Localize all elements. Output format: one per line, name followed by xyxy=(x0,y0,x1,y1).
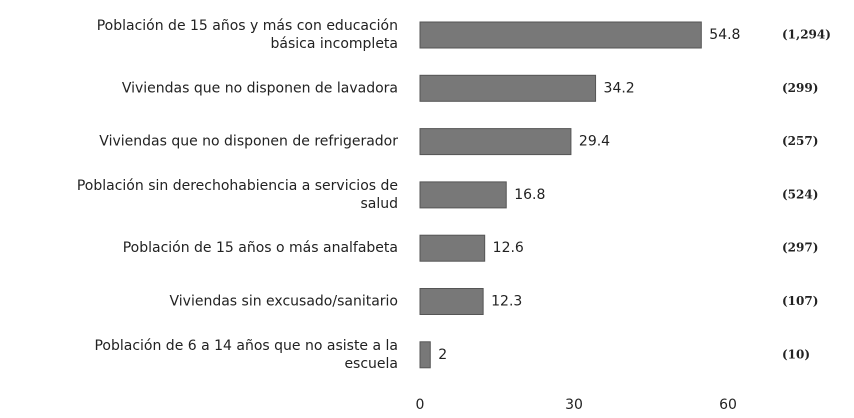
category-label: Población de 15 años y más con educación… xyxy=(97,18,398,52)
value-label: 34.2 xyxy=(604,80,635,96)
category-label: Población de 15 años o más analfabeta xyxy=(123,240,398,256)
category-label: Viviendas que no disponen de refrigerado… xyxy=(99,134,398,150)
count-label: (524) xyxy=(782,187,818,201)
category-line: escuela xyxy=(344,356,398,372)
count-label: (297) xyxy=(782,241,818,255)
x-tick-label: 60 xyxy=(719,397,737,413)
category-line: básica incompleta xyxy=(271,36,399,52)
bar xyxy=(419,181,507,209)
value-label: 2 xyxy=(438,347,447,363)
bar xyxy=(419,21,702,49)
bar xyxy=(419,234,486,262)
value-label: 54.8 xyxy=(709,27,740,43)
category-label: Viviendas sin excusado/sanitario xyxy=(170,294,398,310)
x-tick-label: 0 xyxy=(416,397,425,413)
category-label: Población de 6 a 14 años que no asiste a… xyxy=(94,338,398,372)
category-line: Población de 15 años o más analfabeta xyxy=(123,240,398,256)
value-label: 12.3 xyxy=(491,294,522,310)
x-tick-label: 30 xyxy=(565,397,583,413)
category-line: Viviendas sin excusado/sanitario xyxy=(170,294,398,310)
count-label: (257) xyxy=(782,134,818,148)
category-line: Población de 6 a 14 años que no asiste a… xyxy=(94,338,398,354)
category-line: Población de 15 años y más con educación xyxy=(97,18,398,34)
bar xyxy=(419,288,484,315)
value-label: 12.6 xyxy=(493,240,524,256)
value-label: 16.8 xyxy=(514,187,545,203)
count-label: (299) xyxy=(782,81,818,95)
category-line: Población sin derechohabiencia a servici… xyxy=(77,178,398,194)
category-label: Viviendas que no disponen de lavadora xyxy=(122,80,398,96)
bar xyxy=(419,341,431,369)
count-label: (10) xyxy=(782,347,810,361)
category-line: Viviendas que no disponen de lavadora xyxy=(122,80,398,96)
bar xyxy=(419,74,597,102)
category-label: Población sin derechohabiencia a servici… xyxy=(77,178,398,212)
bar xyxy=(419,128,572,156)
category-line: salud xyxy=(360,196,398,212)
count-label: (107) xyxy=(782,294,818,308)
category-line: Viviendas que no disponen de refrigerado… xyxy=(99,134,398,150)
value-label: 29.4 xyxy=(579,134,610,150)
count-label: (1,294) xyxy=(782,28,831,42)
